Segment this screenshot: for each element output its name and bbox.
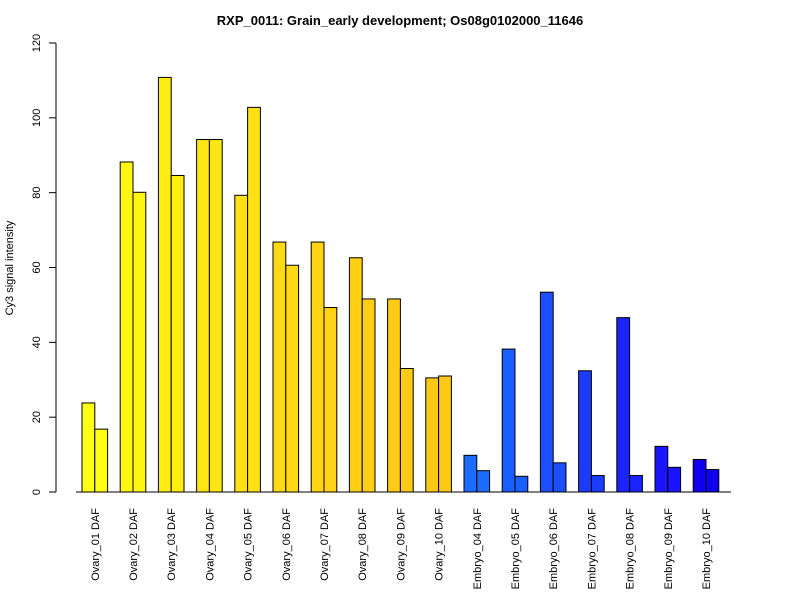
chart-title: RXP_0011: Grain_early development; Os08g… — [217, 13, 583, 28]
bar — [208, 139, 223, 493]
bar — [81, 402, 96, 493]
bar — [501, 348, 516, 493]
y-tick-label: 0 — [31, 489, 43, 495]
bar — [552, 462, 567, 493]
bar — [425, 377, 440, 493]
bar — [654, 445, 669, 493]
x-tick-label: Ovary_09 DAF — [395, 508, 407, 581]
bar — [387, 298, 401, 493]
x-tick-label: Embryo_10 DAF — [701, 508, 713, 590]
bar — [616, 317, 631, 493]
bar — [705, 469, 720, 493]
bar — [234, 194, 249, 493]
x-tick-label: Embryo_07 DAF — [586, 508, 598, 590]
bar — [272, 241, 287, 493]
bar — [463, 454, 478, 493]
bar — [323, 307, 338, 493]
x-tick-label: Ovary_04 DAF — [204, 508, 216, 581]
bar — [590, 475, 605, 493]
bar — [132, 191, 147, 493]
bar — [119, 161, 134, 493]
y-tick-label: 40 — [31, 336, 43, 348]
y-tick-label: 100 — [31, 109, 43, 127]
y-tick-label: 20 — [31, 411, 43, 423]
y-tick-label: 120 — [31, 34, 43, 52]
bars — [81, 76, 720, 493]
x-tick-label: Ovary_06 DAF — [281, 508, 293, 581]
x-tick-label: Ovary_07 DAF — [319, 508, 331, 581]
bar — [285, 264, 300, 493]
bar — [399, 368, 414, 493]
bar — [476, 470, 491, 493]
bar — [247, 106, 261, 493]
bar — [170, 174, 185, 493]
bar — [348, 257, 363, 493]
x-tick-label: Ovary_08 DAF — [357, 508, 369, 581]
y-axis: 0 20 40 60 80 100 120 — [31, 34, 57, 495]
bar — [94, 428, 109, 493]
bar — [361, 298, 376, 493]
category-labels: Ovary_01 DAF Ovary_02 DAF Ovary_03 DAF Ovar… — [90, 508, 713, 590]
x-tick-label: Ovary_03 DAF — [166, 508, 178, 581]
y-tick-label: 80 — [31, 187, 43, 199]
y-tick-label: 60 — [31, 261, 43, 273]
x-tick-label: Embryo_09 DAF — [663, 508, 675, 590]
bar — [514, 475, 529, 493]
bar — [667, 466, 682, 493]
bar — [578, 370, 592, 493]
x-tick-label: Embryo_06 DAF — [548, 508, 560, 590]
x-tick-label: Embryo_08 DAF — [625, 508, 637, 590]
bar — [438, 375, 452, 493]
x-tick-label: Ovary_01 DAF — [90, 508, 102, 581]
y-axis-label: Cy3 signal intensity — [4, 220, 16, 315]
bar — [196, 139, 210, 493]
x-tick-label: Ovary_10 DAF — [434, 508, 446, 581]
bar — [310, 241, 325, 493]
x-tick-label: Ovary_05 DAF — [243, 508, 255, 581]
bar — [629, 475, 643, 493]
bar — [692, 458, 707, 493]
x-tick-label: Ovary_02 DAF — [128, 508, 140, 581]
bar — [539, 291, 554, 493]
x-tick-label: Embryo_05 DAF — [510, 508, 522, 590]
x-tick-label: Embryo_04 DAF — [472, 508, 484, 590]
bar — [157, 76, 172, 493]
